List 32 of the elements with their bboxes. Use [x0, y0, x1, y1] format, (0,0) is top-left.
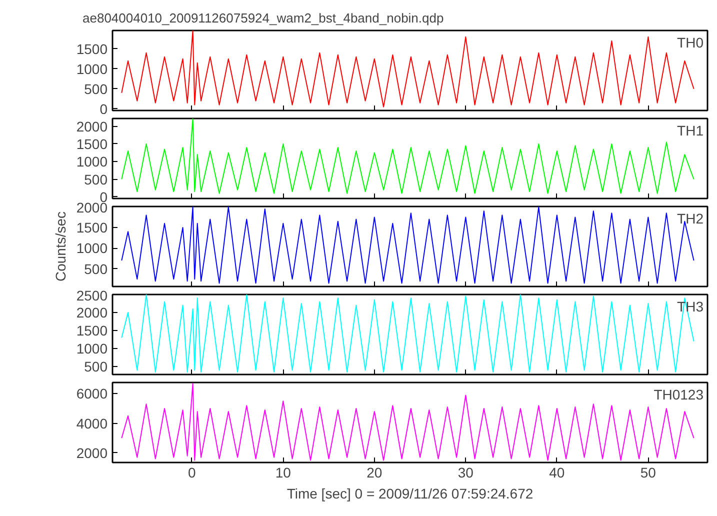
- y-tick-label: 1000: [76, 240, 108, 256]
- y-tick-label: 2000: [76, 304, 108, 321]
- x-tick-label: 50: [640, 464, 656, 480]
- series-label: TH2: [677, 210, 704, 226]
- x-tick-label: 30: [458, 464, 474, 480]
- y-tick-label: 500: [84, 358, 108, 375]
- y-tick-label: 2500: [76, 288, 108, 304]
- y-tick-label: 2000: [76, 118, 108, 134]
- y-tick-label: 1500: [76, 322, 108, 339]
- y-tick-label: 1500: [76, 40, 108, 57]
- y-tick-label: 1500: [76, 220, 108, 236]
- y-tick-label: 500: [84, 80, 108, 97]
- x-axis-title: Time [sec] 0 = 2009/11/26 07:59:24.672: [286, 486, 534, 502]
- y-tick-label: 1000: [76, 340, 108, 357]
- y-tick-label: 2000: [76, 444, 108, 461]
- x-tick-label: 10: [275, 464, 292, 480]
- y-tick-label: 1000: [76, 154, 108, 170]
- y-tick-label: 6000: [76, 386, 108, 402]
- y-tick-label: 500: [84, 260, 108, 277]
- y-tick-label: 1500: [76, 136, 108, 152]
- chart-title: ae804004010_20091126075924_wam2_bst_4band_nobin.qdp: [82, 10, 444, 26]
- y-tick-label: 0: [100, 100, 108, 117]
- y-tick-label: 500: [84, 171, 108, 188]
- y-tick-label: 4000: [76, 415, 108, 432]
- y-axis-title: Counts/sec: [52, 211, 68, 282]
- series-label: TH0: [677, 34, 704, 50]
- series-label: TH0123: [654, 386, 704, 402]
- x-tick-label: 40: [549, 464, 565, 480]
- x-tick-label: 20: [366, 464, 382, 480]
- series-label: TH1: [677, 122, 704, 138]
- x-tick-label: 0: [188, 464, 196, 480]
- y-tick-label: 1000: [76, 60, 108, 77]
